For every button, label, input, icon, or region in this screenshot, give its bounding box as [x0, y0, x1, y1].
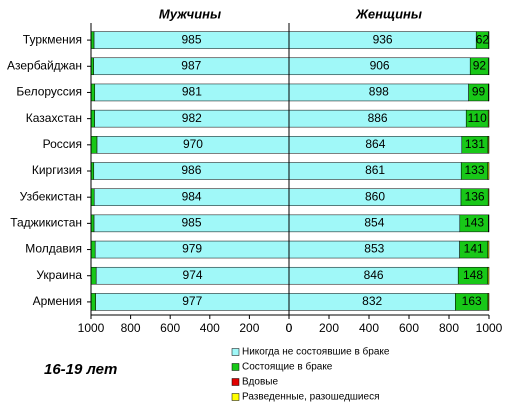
data-label: 981 — [182, 85, 202, 99]
legend-label: Вдовые — [242, 377, 278, 388]
bar-segment — [488, 109, 490, 128]
data-label: 110 — [468, 111, 487, 125]
y-tick-label: Туркмения — [23, 32, 82, 46]
x-tick-label: 400 — [200, 321, 220, 335]
x-tick-label: 800 — [439, 321, 459, 335]
bar-segment — [90, 109, 95, 128]
bar-segment — [487, 293, 490, 311]
data-label: 861 — [365, 163, 385, 177]
y-tick-label: Азербайджан — [7, 58, 82, 72]
data-label: 974 — [183, 268, 203, 282]
data-label: 832 — [362, 294, 382, 308]
y-tick-label: Молдавия — [25, 242, 82, 256]
legend-label: Никогда не состоявшие в браке — [242, 346, 390, 358]
legend-swatch — [231, 363, 240, 371]
legend-swatch — [231, 393, 240, 401]
data-label: 92 — [473, 58, 487, 72]
x-tick-label: 200 — [319, 321, 339, 335]
data-label: 62 — [476, 32, 490, 46]
x-tick-label: 0 — [286, 321, 293, 335]
data-label: 985 — [181, 216, 201, 230]
x-tick-label: 1000 — [476, 321, 503, 335]
legend-label: Разведенные, разошедшиеся — [242, 392, 380, 403]
data-label: 984 — [182, 189, 202, 203]
data-label: 936 — [373, 32, 393, 46]
data-label: 133 — [464, 163, 484, 177]
x-tick-label: 600 — [160, 321, 180, 335]
legend-swatch — [231, 348, 240, 356]
data-label: 99 — [472, 85, 486, 99]
x-tick-label: 800 — [121, 321, 141, 335]
data-label: 906 — [370, 58, 390, 72]
data-label: 982 — [182, 111, 202, 125]
data-label: 148 — [463, 268, 483, 282]
data-label: 886 — [368, 111, 388, 125]
bar-segment — [90, 293, 96, 311]
bar-segment — [90, 83, 96, 102]
y-tick-label: Киргизия — [32, 163, 82, 177]
legend-swatch — [231, 378, 240, 386]
panel-title: Женщины — [355, 6, 422, 21]
bar-segment — [487, 162, 490, 180]
bar-segment — [90, 136, 98, 154]
data-label: 163 — [462, 294, 482, 308]
data-label: 136 — [465, 189, 485, 203]
bar-segment — [90, 162, 95, 180]
bar-segment — [90, 31, 95, 49]
y-tick-label: Узбекистан — [20, 189, 82, 203]
bar-segment — [90, 214, 95, 233]
data-label: 141 — [464, 242, 484, 256]
data-label: 131 — [465, 137, 485, 151]
bar-segment — [90, 266, 97, 285]
data-label: 970 — [183, 137, 203, 151]
data-label: 846 — [364, 268, 384, 282]
y-tick-label: Армения — [33, 294, 82, 308]
x-tick-label: 600 — [399, 321, 419, 335]
bar-segment — [90, 57, 94, 76]
bar-segment — [90, 240, 96, 259]
bar-segment — [487, 266, 490, 285]
bar-segment — [90, 188, 95, 206]
y-tick-label: Украина — [36, 268, 82, 282]
data-label: 854 — [364, 216, 384, 230]
x-tick-label: 400 — [359, 321, 379, 335]
data-label: 864 — [365, 137, 385, 151]
data-label: 860 — [365, 189, 385, 203]
x-tick-label: 0 — [286, 321, 293, 335]
x-tick-label: 1000 — [78, 321, 105, 335]
y-tick-label: Белоруссия — [16, 85, 82, 99]
data-label: 898 — [369, 85, 389, 99]
y-tick-label: Таджикистан — [10, 216, 82, 230]
panel-title: Мужчины — [159, 6, 221, 21]
data-label: 977 — [182, 294, 202, 308]
annotation: 16-19 лет — [44, 361, 117, 378]
data-label: 986 — [181, 163, 201, 177]
y-tick-label: Казахстан — [26, 111, 82, 125]
data-label: 143 — [464, 216, 484, 230]
bar-segment — [488, 188, 490, 206]
data-label: 985 — [181, 32, 201, 46]
y-tick-label: Россия — [43, 137, 82, 151]
data-label: 979 — [182, 242, 202, 256]
legend-label: Состоящие в браке — [242, 361, 333, 373]
data-label: 853 — [364, 242, 384, 256]
x-tick-label: 200 — [239, 321, 259, 335]
bar-segment — [487, 240, 490, 259]
data-label: 987 — [181, 58, 201, 72]
bar-segment — [487, 136, 490, 154]
